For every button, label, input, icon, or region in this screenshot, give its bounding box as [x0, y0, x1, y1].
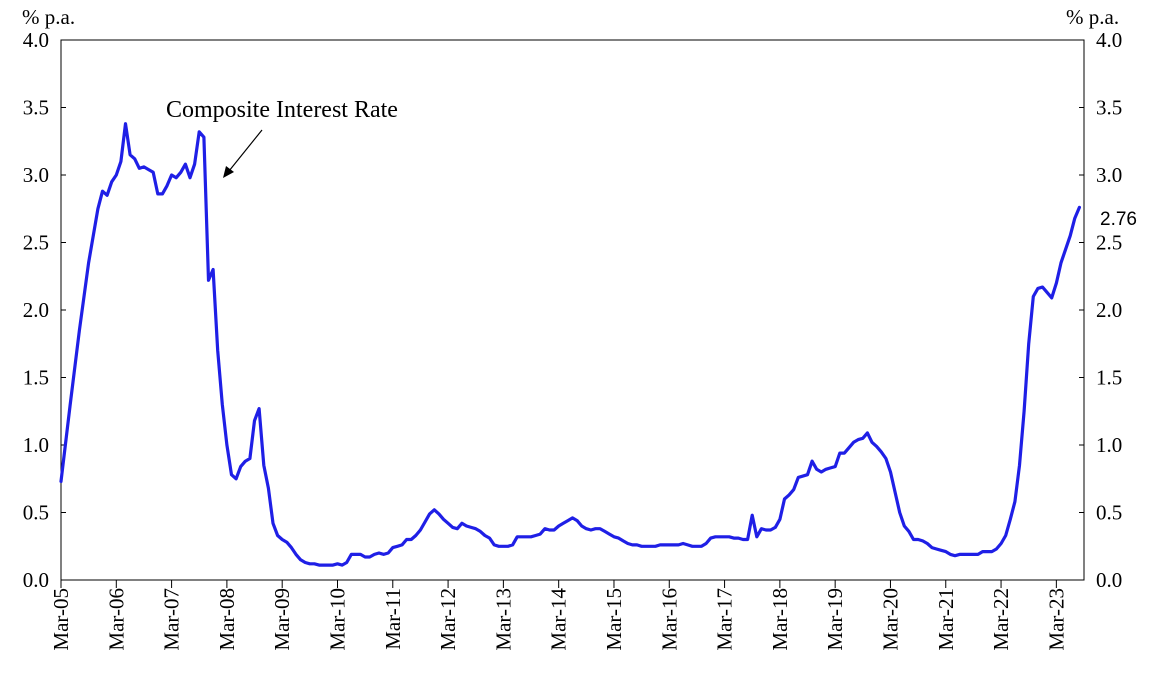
x-tick-label: Mar-20 — [878, 588, 902, 651]
x-tick-label: Mar-15 — [602, 588, 626, 651]
x-tick-label: Mar-18 — [768, 588, 792, 651]
y-tick-label-left: 1.5 — [23, 366, 49, 390]
series-layer — [59, 122, 1081, 567]
x-tick-label: Mar-13 — [491, 588, 515, 651]
series-line-0 — [59, 122, 1081, 567]
x-axis: Mar-05 Mar-06 Mar-07 Mar-08 Mar-09 Mar-10 Mar-… — [49, 580, 1068, 651]
x-tick-label: Mar-05 — [49, 588, 73, 651]
x-tick-label: Mar-11 — [381, 588, 405, 650]
x-tick-label: Mar-21 — [934, 588, 958, 651]
plot-area — [60, 39, 1085, 581]
y-tick-label-left: 3.0 — [23, 163, 49, 187]
y-tick-label-left: 0.0 — [23, 568, 49, 592]
x-tick-label: Mar-17 — [713, 588, 737, 651]
y-axis-right: 0.0 0.5 1.0 1.5 2.0 2.5 3.0 3.5 4.0 — [1079, 28, 1122, 592]
y-tick-label-right: 2.5 — [1096, 231, 1122, 255]
x-tick-label: Mar-09 — [270, 588, 294, 651]
latest-value-label: 2.76 — [1100, 209, 1137, 230]
y-tick-label-right: 0.0 — [1096, 568, 1122, 592]
x-tick-label: Mar-12 — [436, 588, 460, 651]
x-tick-label: Mar-06 — [104, 588, 128, 651]
y-tick-label-right: 0.5 — [1096, 501, 1122, 525]
y-tick-label-right: 4.0 — [1096, 28, 1122, 52]
right-axis-unit: % p.a. — [1066, 5, 1119, 29]
x-tick-label: Mar-14 — [547, 588, 571, 651]
y-tick-label-right: 2.0 — [1096, 298, 1122, 322]
x-tick-label: Mar-22 — [989, 588, 1013, 651]
series-annotation: Composite Interest Rate — [166, 97, 398, 123]
x-tick-label: Mar-08 — [215, 588, 239, 651]
y-tick-label-left: 2.5 — [23, 231, 49, 255]
y-tick-label-left: 2.0 — [23, 298, 49, 322]
x-tick-label: Mar-07 — [160, 588, 184, 651]
y-tick-label-right: 1.5 — [1096, 366, 1122, 390]
y-axis-left: 0.0 0.5 1.0 1.5 2.0 2.5 3.0 3.5 4.0 — [23, 28, 66, 592]
y-tick-label-left: 4.0 — [23, 28, 49, 52]
y-tick-label-right: 3.5 — [1096, 96, 1122, 120]
x-tick-label: Mar-16 — [657, 588, 681, 651]
left-axis-unit: % p.a. — [22, 5, 75, 29]
y-tick-label-left: 3.5 — [23, 96, 49, 120]
y-tick-label-left: 1.0 — [23, 433, 49, 457]
y-tick-label-right: 1.0 — [1096, 433, 1122, 457]
x-tick-label: Mar-10 — [325, 588, 349, 651]
x-tick-label: Mar-19 — [823, 588, 847, 651]
annotation-arrow — [223, 129, 263, 178]
x-tick-label: Mar-23 — [1044, 588, 1068, 651]
y-tick-label-left: 0.5 — [23, 501, 49, 525]
y-tick-label-right: 3.0 — [1096, 163, 1122, 187]
